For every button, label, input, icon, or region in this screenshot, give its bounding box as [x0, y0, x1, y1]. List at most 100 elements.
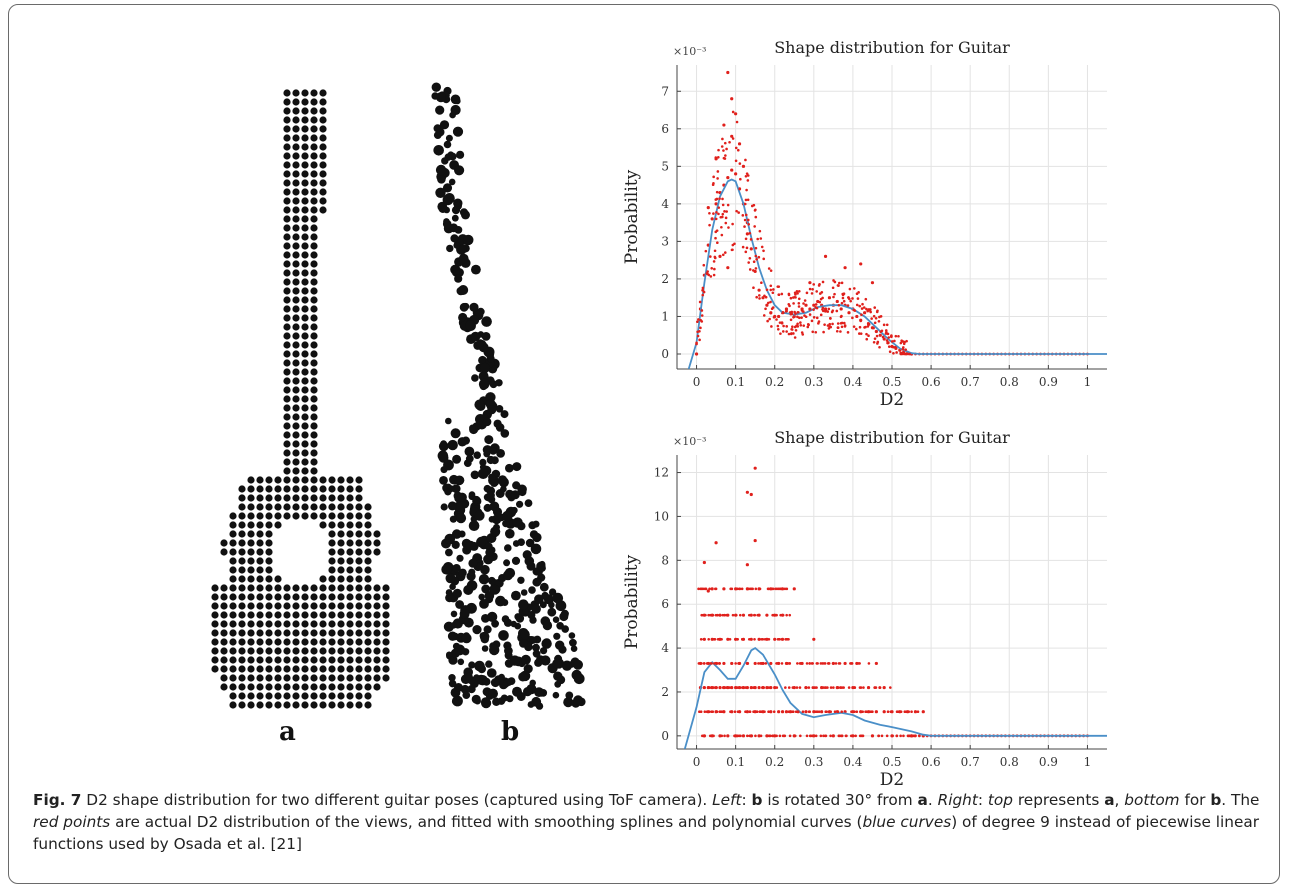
- guitar-b-dot: [517, 538, 525, 546]
- data-point: [811, 330, 815, 334]
- data-point: [764, 295, 768, 299]
- guitar-b-dot: [568, 632, 576, 639]
- data-point: [808, 308, 812, 311]
- guitar-a-dot: [355, 575, 363, 583]
- guitar-a-dot: [283, 296, 291, 304]
- guitar-b-dot: [456, 150, 465, 159]
- x-tick-label: 0.2: [765, 755, 784, 769]
- guitar-a-dot: [319, 161, 327, 169]
- guitar-a-dot: [364, 638, 372, 646]
- guitar-a-dot: [373, 602, 381, 610]
- guitar-b-dot: [552, 691, 560, 699]
- guitar-a-dot: [211, 593, 219, 601]
- guitar-a-dot: [310, 629, 318, 637]
- data-point: [902, 346, 905, 349]
- guitar-a-dot: [265, 530, 273, 538]
- data-point: [812, 283, 816, 286]
- data-point: [769, 311, 773, 315]
- data-point: [734, 146, 738, 150]
- guitar-a-dot: [310, 170, 318, 178]
- data-point: [821, 306, 825, 310]
- guitar-a-dot: [229, 701, 237, 709]
- data-point: [738, 162, 742, 165]
- data-point: [791, 296, 795, 299]
- guitar-a-dot: [283, 584, 291, 592]
- guitar-b-dot: [500, 429, 510, 438]
- data-point: [748, 734, 752, 738]
- data-point: [713, 256, 717, 260]
- guitar-b-dot: [440, 503, 448, 511]
- guitar-b-dot: [511, 590, 521, 601]
- data-point: [758, 229, 762, 233]
- data-point: [725, 147, 728, 151]
- guitar-b-dot: [458, 568, 467, 577]
- x-tick-label: 0.1: [726, 755, 745, 769]
- data-point: [757, 613, 761, 617]
- data-point: [885, 323, 889, 327]
- guitar-b-dot: [520, 629, 530, 640]
- data-point: [723, 251, 727, 254]
- data-point: [864, 297, 868, 301]
- guitar-a-dot: [373, 539, 381, 547]
- data-point: [716, 637, 720, 641]
- guitar-b-dot: [474, 510, 485, 521]
- data-point: [818, 292, 822, 295]
- data-point: [735, 120, 739, 124]
- data-point: [741, 164, 746, 168]
- guitar-b-dot: [437, 175, 446, 184]
- data-point: [759, 734, 763, 738]
- data-point: [767, 637, 771, 641]
- guitar-a-dot: [283, 251, 291, 259]
- data-point: [717, 155, 720, 159]
- guitar-b-dot: [532, 643, 540, 652]
- data-point: [910, 734, 913, 738]
- guitar-a-dot: [346, 530, 354, 538]
- guitar-a-dot: [310, 692, 318, 700]
- data-point: [726, 734, 730, 738]
- caption-text-8: for: [1179, 791, 1211, 809]
- chart-top: 0 0.1 0.2 0.3 0.4 0.5 0.6 0.7 0.8 0.9 101234567×10…: [622, 38, 1107, 410]
- data-point: [726, 203, 730, 207]
- guitar-b-dot: [573, 659, 583, 670]
- guitar-b-dot: [451, 206, 461, 215]
- guitar-a-dot: [355, 548, 363, 556]
- data-point: [760, 662, 764, 665]
- guitar-a-dot: [364, 539, 372, 547]
- caption-text-6: represents: [1012, 791, 1105, 809]
- data-point: [815, 316, 819, 320]
- guitar-a-dot: [310, 161, 318, 169]
- guitar-a-dot: [328, 530, 336, 538]
- guitar-a-dot: [274, 593, 282, 601]
- guitar-b-dot: [468, 661, 476, 669]
- guitar-a-dot: [283, 620, 291, 628]
- guitar-a-dot: [364, 557, 372, 565]
- data-point: [832, 295, 835, 299]
- guitar-a-dot: [355, 566, 363, 574]
- guitar-b-dot: [512, 481, 521, 490]
- data-point: [848, 297, 851, 301]
- data-point: [741, 637, 744, 641]
- data-point: [921, 710, 925, 714]
- guitar-a-dot: [247, 503, 255, 511]
- guitar-a-dot: [328, 476, 336, 484]
- guitar-b-dot: [548, 588, 557, 596]
- data-point: [882, 323, 886, 327]
- data-point: [787, 302, 791, 306]
- guitar-a-dot: [355, 647, 363, 655]
- data-point: [816, 662, 819, 665]
- guitar-a-dot: [220, 629, 228, 637]
- data-point: [797, 289, 801, 293]
- guitar-b-dot: [517, 576, 525, 584]
- guitar-a-dot: [283, 269, 291, 277]
- guitar-b-dot: [477, 468, 489, 480]
- data-point: [711, 613, 715, 617]
- guitar-a-dot: [283, 323, 291, 331]
- data-point: [758, 710, 762, 714]
- guitar-a-dot: [337, 494, 345, 502]
- guitar-a-dot: [355, 584, 363, 592]
- data-point: [762, 257, 766, 261]
- data-point: [738, 587, 742, 591]
- guitar-b-dot: [532, 577, 542, 587]
- x-tick-label: 0.2: [765, 375, 784, 389]
- guitar-b-dot: [471, 264, 481, 275]
